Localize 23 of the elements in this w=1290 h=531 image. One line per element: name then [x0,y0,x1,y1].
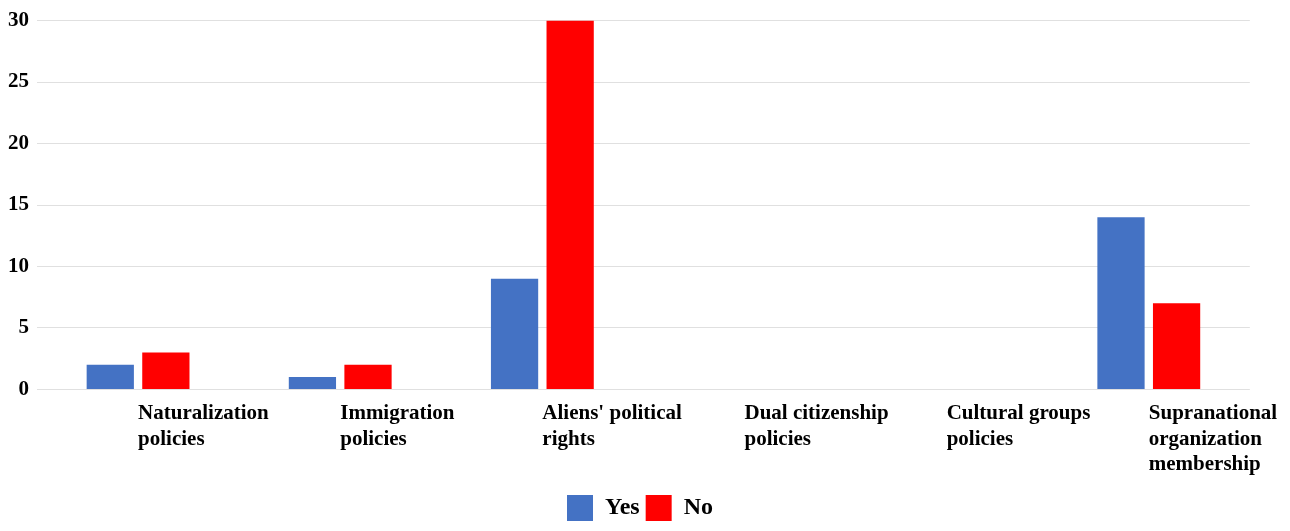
y-tick-label: 15 [8,191,29,216]
legend-label: No [683,493,714,520]
x-tick-label: Dual citizenship policies [744,400,889,450]
bar [1097,217,1145,389]
y-tick-label: 20 [8,129,29,154]
y-tick-label: 25 [8,68,29,93]
x-tick-label: Naturalization policies [138,400,270,450]
bar [490,278,539,389]
bar [288,377,337,389]
y-tick-label: 0 [18,375,29,400]
x-tick-label: Supranational organization membership [1148,400,1278,475]
y-tick-label: 30 [8,7,29,32]
bar [546,20,594,389]
bar [1152,303,1201,389]
bar [142,352,190,389]
x-tick-label: Immigration policies [340,400,455,450]
y-tick-label: 5 [18,314,29,339]
y-tick-label: 10 [8,252,29,277]
legend-label: Yes [605,493,640,520]
x-tick-label: Cultural groups policies [946,400,1091,450]
x-tick-label: Aliens' political rights [542,400,682,450]
bar [344,364,392,389]
bar [86,364,134,389]
